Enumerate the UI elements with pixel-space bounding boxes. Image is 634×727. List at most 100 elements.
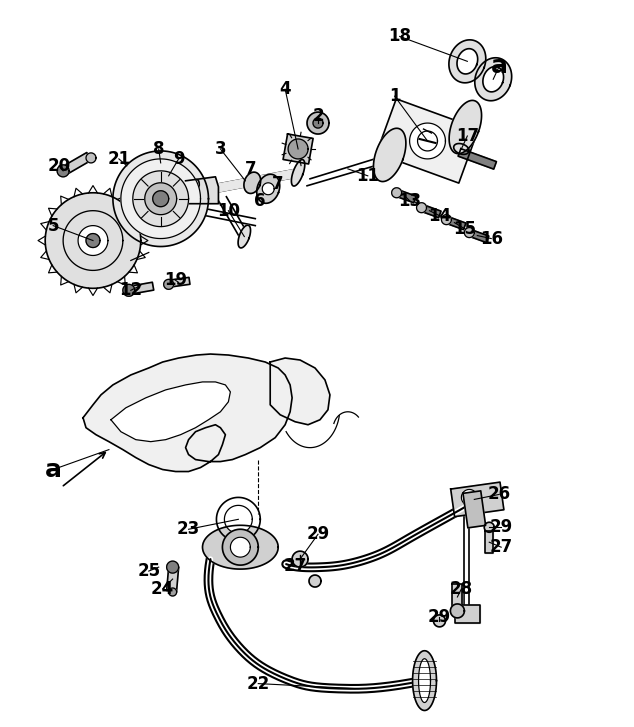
Text: a: a bbox=[44, 457, 61, 481]
Text: 3: 3 bbox=[215, 140, 226, 158]
Polygon shape bbox=[121, 159, 200, 238]
Polygon shape bbox=[186, 177, 219, 204]
Polygon shape bbox=[45, 193, 141, 289]
Text: 7: 7 bbox=[245, 160, 256, 178]
Text: 29: 29 bbox=[428, 608, 451, 626]
Polygon shape bbox=[441, 214, 451, 225]
Text: 28: 28 bbox=[450, 580, 473, 598]
Text: 12: 12 bbox=[119, 281, 143, 300]
Text: 7: 7 bbox=[273, 174, 284, 193]
Text: 1: 1 bbox=[389, 87, 401, 105]
Text: 26: 26 bbox=[488, 486, 511, 503]
Text: 6: 6 bbox=[254, 192, 266, 209]
Polygon shape bbox=[443, 216, 466, 230]
Text: 19: 19 bbox=[164, 271, 187, 289]
Polygon shape bbox=[257, 174, 280, 204]
Polygon shape bbox=[224, 505, 252, 533]
Polygon shape bbox=[434, 615, 446, 627]
Text: 15: 15 bbox=[453, 220, 476, 238]
Polygon shape bbox=[309, 575, 321, 587]
Polygon shape bbox=[449, 100, 482, 153]
Polygon shape bbox=[61, 153, 91, 175]
Polygon shape bbox=[475, 57, 512, 101]
Polygon shape bbox=[393, 189, 416, 203]
Text: 29: 29 bbox=[489, 518, 513, 537]
Polygon shape bbox=[413, 651, 436, 710]
Text: 2: 2 bbox=[312, 107, 324, 125]
Polygon shape bbox=[484, 522, 495, 532]
Polygon shape bbox=[283, 134, 313, 164]
Polygon shape bbox=[164, 279, 174, 289]
Polygon shape bbox=[223, 529, 258, 565]
Polygon shape bbox=[463, 491, 486, 528]
Text: 29: 29 bbox=[306, 525, 330, 543]
Polygon shape bbox=[464, 228, 474, 238]
Polygon shape bbox=[417, 203, 427, 213]
Polygon shape bbox=[418, 659, 430, 702]
Text: 10: 10 bbox=[217, 201, 240, 220]
Polygon shape bbox=[270, 358, 330, 425]
Polygon shape bbox=[483, 67, 503, 92]
Polygon shape bbox=[167, 561, 179, 573]
Text: 25: 25 bbox=[137, 562, 160, 580]
Polygon shape bbox=[133, 171, 188, 227]
Polygon shape bbox=[373, 128, 406, 182]
Text: 18: 18 bbox=[388, 28, 411, 46]
Text: 21: 21 bbox=[107, 150, 131, 168]
Text: 27: 27 bbox=[283, 557, 307, 575]
Polygon shape bbox=[128, 282, 153, 294]
Polygon shape bbox=[153, 190, 169, 206]
Text: 11: 11 bbox=[356, 166, 379, 185]
Polygon shape bbox=[449, 40, 486, 83]
Polygon shape bbox=[450, 604, 464, 618]
Text: 17: 17 bbox=[456, 127, 479, 145]
Polygon shape bbox=[123, 284, 135, 297]
Polygon shape bbox=[86, 233, 100, 247]
Polygon shape bbox=[86, 153, 96, 163]
Polygon shape bbox=[292, 551, 308, 567]
Polygon shape bbox=[78, 225, 108, 255]
Text: 24: 24 bbox=[151, 580, 174, 598]
Polygon shape bbox=[466, 228, 489, 243]
Text: 4: 4 bbox=[280, 80, 291, 98]
Text: 27: 27 bbox=[489, 538, 513, 556]
Polygon shape bbox=[451, 482, 504, 517]
Text: 20: 20 bbox=[48, 157, 71, 175]
Text: 16: 16 bbox=[480, 230, 503, 248]
Polygon shape bbox=[167, 278, 190, 287]
Text: 22: 22 bbox=[247, 675, 270, 693]
Text: 8: 8 bbox=[153, 140, 164, 158]
Polygon shape bbox=[292, 160, 305, 186]
Text: 23: 23 bbox=[177, 521, 200, 538]
Polygon shape bbox=[244, 172, 261, 193]
Polygon shape bbox=[83, 354, 292, 472]
Text: 9: 9 bbox=[173, 150, 184, 168]
Polygon shape bbox=[111, 382, 230, 442]
Polygon shape bbox=[410, 123, 446, 159]
Polygon shape bbox=[167, 567, 179, 591]
Text: 13: 13 bbox=[398, 192, 421, 209]
Polygon shape bbox=[392, 188, 401, 198]
Polygon shape bbox=[454, 143, 469, 154]
Polygon shape bbox=[193, 169, 298, 197]
Polygon shape bbox=[288, 139, 308, 159]
Polygon shape bbox=[455, 605, 480, 623]
Polygon shape bbox=[145, 182, 177, 214]
Polygon shape bbox=[462, 489, 477, 505]
Text: 5: 5 bbox=[48, 217, 59, 235]
Text: 14: 14 bbox=[428, 206, 451, 225]
Polygon shape bbox=[113, 151, 209, 246]
Polygon shape bbox=[57, 165, 69, 177]
Polygon shape bbox=[418, 204, 441, 217]
Polygon shape bbox=[230, 537, 250, 557]
Polygon shape bbox=[453, 584, 462, 610]
Polygon shape bbox=[457, 49, 477, 74]
Polygon shape bbox=[313, 118, 323, 128]
Text: a: a bbox=[491, 55, 508, 79]
Polygon shape bbox=[238, 225, 250, 248]
Polygon shape bbox=[458, 149, 496, 169]
Polygon shape bbox=[307, 112, 329, 134]
Polygon shape bbox=[202, 526, 278, 569]
Polygon shape bbox=[186, 180, 199, 206]
Polygon shape bbox=[169, 588, 177, 596]
